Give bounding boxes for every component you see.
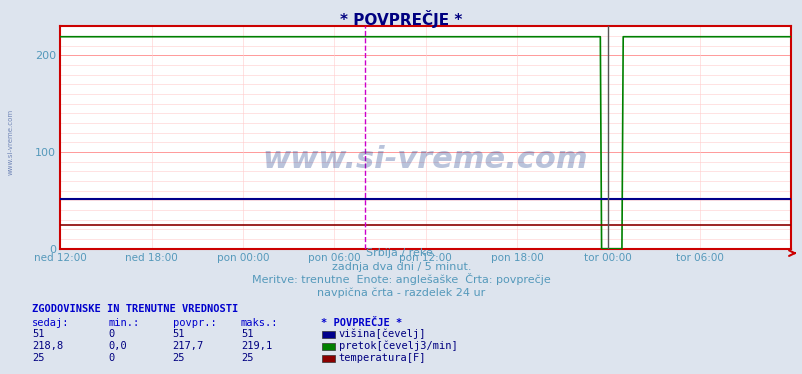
Text: min.:: min.: bbox=[108, 318, 140, 328]
Text: višina[čevelj]: višina[čevelj] bbox=[338, 328, 426, 338]
Text: www.si-vreme.com: www.si-vreme.com bbox=[7, 109, 14, 175]
Text: zadnja dva dni / 5 minut.: zadnja dva dni / 5 minut. bbox=[331, 263, 471, 272]
Text: navpična črta - razdelek 24 ur: navpična črta - razdelek 24 ur bbox=[317, 287, 485, 298]
Text: temperatura[F]: temperatura[F] bbox=[338, 353, 426, 362]
Text: 25: 25 bbox=[241, 353, 253, 362]
Text: 217,7: 217,7 bbox=[172, 341, 204, 350]
Text: Srbija / reke.: Srbija / reke. bbox=[366, 248, 436, 258]
Text: 25: 25 bbox=[172, 353, 185, 362]
Text: 0: 0 bbox=[108, 353, 115, 362]
Text: 218,8: 218,8 bbox=[32, 341, 63, 350]
Text: 219,1: 219,1 bbox=[241, 341, 272, 350]
Text: 25: 25 bbox=[32, 353, 45, 362]
Text: Meritve: trenutne  Enote: anglešaške  Črta: povprečje: Meritve: trenutne Enote: anglešaške Črta… bbox=[252, 273, 550, 285]
Text: * POVPREČJE *: * POVPREČJE * bbox=[340, 10, 462, 28]
Text: 51: 51 bbox=[32, 329, 45, 338]
Text: 0,0: 0,0 bbox=[108, 341, 127, 350]
Text: 51: 51 bbox=[241, 329, 253, 338]
Text: sedaj:: sedaj: bbox=[32, 318, 70, 328]
Text: 0: 0 bbox=[108, 329, 115, 338]
Text: * POVPREČJE *: * POVPREČJE * bbox=[321, 318, 402, 328]
Text: 51: 51 bbox=[172, 329, 185, 338]
Text: pretok[čevelj3/min]: pretok[čevelj3/min] bbox=[338, 340, 457, 350]
Text: ZGODOVINSKE IN TRENUTNE VREDNOSTI: ZGODOVINSKE IN TRENUTNE VREDNOSTI bbox=[32, 304, 238, 314]
Text: www.si-vreme.com: www.si-vreme.com bbox=[262, 145, 588, 174]
Text: maks.:: maks.: bbox=[241, 318, 278, 328]
Text: povpr.:: povpr.: bbox=[172, 318, 216, 328]
